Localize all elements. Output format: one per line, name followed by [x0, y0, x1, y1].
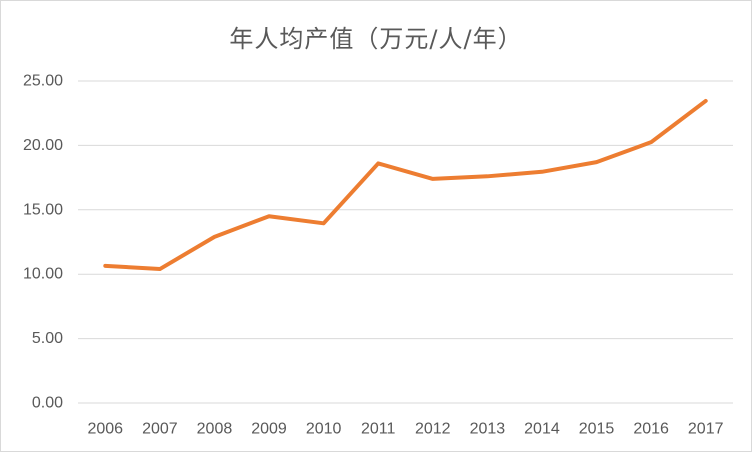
x-tick-label: 2012 — [415, 421, 451, 438]
y-tick-label: 15.00 — [23, 201, 63, 218]
series-line — [103, 98, 708, 272]
y-axis-labels: 0.00 5.00 10.00 15.00 20.00 25.00 — [23, 73, 63, 412]
x-axis-labels: 2006 2007 2008 2009 2010 2011 2012 2013 2014 2015… — [87, 421, 723, 438]
y-tick-label: 20.00 — [23, 137, 63, 154]
x-tick-label: 2016 — [633, 421, 669, 438]
x-tick-label: 2008 — [197, 421, 233, 438]
x-tick-label: 2015 — [579, 421, 615, 438]
gridlines — [78, 80, 733, 404]
x-tick-label: 2007 — [142, 421, 178, 438]
x-tick-label: 2017 — [688, 421, 724, 438]
y-tick-label: 5.00 — [32, 330, 63, 347]
y-tick-label: 10.00 — [23, 266, 63, 283]
y-tick-label: 0.00 — [32, 395, 63, 412]
y-tick-label: 25.00 — [23, 73, 63, 90]
x-tick-label: 2010 — [306, 421, 342, 438]
chart-title: 年人均产值（万元/人/年） — [229, 25, 523, 53]
x-tick-label: 2006 — [87, 421, 123, 438]
x-tick-label: 2013 — [470, 421, 506, 438]
data-series — [103, 98, 708, 272]
x-tick-label: 2009 — [251, 421, 287, 438]
x-tick-label: 2014 — [524, 421, 560, 438]
x-tick-label: 2011 — [361, 421, 396, 438]
